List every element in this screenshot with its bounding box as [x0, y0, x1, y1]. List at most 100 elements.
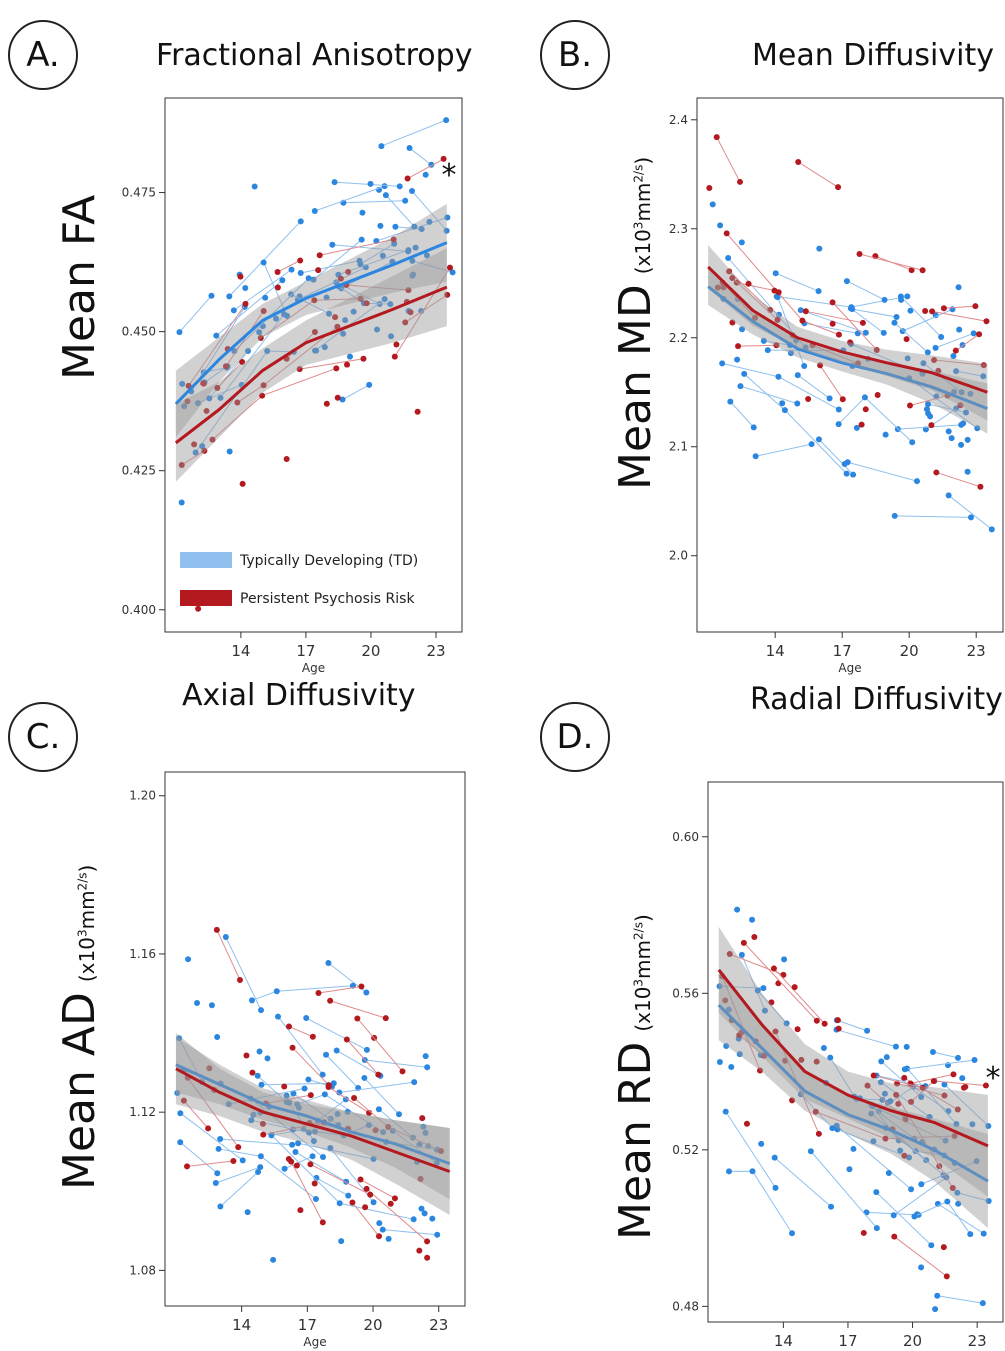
panel-d-data-point [716, 983, 723, 990]
panel-c-data-point [357, 1176, 364, 1183]
panel-b-fit-line-td [707, 285, 988, 410]
panel-d-data-point [929, 1048, 936, 1055]
panel-c-data-point [354, 1015, 361, 1022]
panel-a-data-point [405, 287, 412, 294]
panel-b-data-point [714, 284, 721, 291]
panel-c-subject-line [360, 1179, 396, 1199]
panel-b-data-point [928, 422, 935, 429]
panel-c-subject-line [284, 1155, 313, 1170]
panel-c-data-point [363, 1185, 370, 1192]
panel-d-data-point [908, 1098, 915, 1105]
panel-b-data-point [856, 250, 863, 257]
panel-b-ytick-label: 2.1 [669, 440, 688, 454]
panel-b-subject-line [729, 401, 755, 428]
panel-c-data-point [249, 1069, 256, 1076]
panel-c-subject-line [366, 1188, 428, 1242]
panel-c-data-point [281, 1165, 288, 1172]
panel-a-data-point [208, 292, 215, 299]
panel-b-ytick-label: 2.2 [669, 331, 688, 345]
panel-c-data-point [214, 1033, 221, 1040]
panel-c-data-point [194, 1000, 201, 1007]
panel-c-data-point [358, 983, 365, 990]
panel-c-data-point [230, 1158, 237, 1165]
panel-b-data-point [738, 239, 745, 246]
panel-b-data-point [736, 178, 743, 185]
panel-d-data-point [791, 984, 798, 991]
panel-c-data-point [367, 1191, 374, 1198]
panel-c-data-point [363, 1046, 370, 1053]
panel-b-data-point [904, 355, 911, 362]
panel-d-subject-line [893, 1176, 947, 1216]
panel-b-data-point [968, 514, 975, 521]
panel-b-data-point [734, 356, 741, 363]
panel-a-data-point [393, 341, 400, 348]
panel-b-data-point [853, 424, 860, 431]
panel-c-data-point [180, 1097, 187, 1104]
panel-c-data-point [250, 1111, 257, 1118]
panel-c-data-point [411, 1079, 418, 1086]
panel-a-data-point [323, 294, 330, 301]
panel-c-data-point [212, 1180, 219, 1187]
panel-b-subject-line [932, 310, 987, 322]
panel-b-data-point [980, 362, 987, 369]
panel-d-data-point [722, 1108, 729, 1115]
panel-a-ytick-label: 0.450 [122, 325, 156, 339]
panel-d-data-point [870, 1138, 877, 1145]
panel-a-data-point [274, 269, 281, 276]
panel-a-data-point [226, 448, 233, 455]
panel-d-data-point [738, 951, 745, 958]
panel-a-data-point [213, 332, 220, 339]
panel-b-data-point [802, 344, 809, 351]
panel-c-subject-line [265, 1094, 311, 1104]
panel-a-subject-line [409, 147, 432, 166]
panel-b-data-point [956, 326, 963, 333]
panel-c-subject-line [216, 929, 241, 981]
panel-c-data-point [285, 1023, 292, 1030]
panel-b-data-point [891, 512, 898, 519]
panel-d-xtick-label: 17 [838, 1332, 857, 1350]
panel-d-subject-line [859, 1097, 915, 1139]
panel-c-data-point [327, 1144, 334, 1151]
panel-c-ytick-label: 1.12 [129, 1105, 156, 1119]
panel-d-data-point [960, 1084, 967, 1091]
panel-b-xtick-label: 17 [833, 642, 852, 660]
panel-a-data-point [366, 381, 373, 388]
panel-a-data-point [237, 273, 244, 280]
panel-d-data-point [725, 1006, 732, 1013]
panel-b-data-point [938, 333, 945, 340]
panel-c-xtick-label: 23 [429, 1316, 448, 1334]
panel-c-data-point [307, 1092, 314, 1099]
panel-d-data-point [890, 1212, 897, 1219]
panel-a-data-point [260, 307, 267, 314]
panel-b-subject-line [852, 308, 897, 318]
panel-d-data-point [941, 1081, 948, 1088]
panel-c-data-point [336, 1089, 343, 1096]
panel-c-data-point [370, 1199, 377, 1206]
panel-a-data-point [346, 353, 353, 360]
panel-d-data-point [877, 1079, 884, 1086]
panel-c-data-point [270, 1256, 277, 1263]
panel-c-subject-line [325, 1054, 359, 1089]
panel-a-data-point [334, 323, 341, 330]
panel-b-data-point [794, 372, 801, 379]
panel-d-subject-line [721, 976, 761, 1071]
panel-d-data-point [971, 1056, 978, 1063]
panel-d-data-point [772, 1028, 779, 1035]
panel-c-data-point [214, 1170, 221, 1177]
panel-a-data-point [195, 605, 202, 612]
panel-a-data-point [357, 261, 364, 268]
panel-b-data-point [815, 436, 822, 443]
panel-d-data-point [863, 1209, 870, 1216]
panel-a-data-point [259, 392, 266, 399]
panel-c-data-point [336, 1200, 343, 1207]
panel-b-subject-line [812, 344, 859, 364]
panel-b-subject-line [755, 443, 812, 457]
panel-c-subject-line [277, 1016, 324, 1075]
panel-c-data-point [258, 1081, 265, 1088]
panel-b-ytick-label: 2.3 [669, 222, 688, 236]
panel-c-data-point [311, 1180, 318, 1187]
panel-b-subject-line [805, 310, 864, 324]
panel-a-data-point [404, 175, 411, 182]
panel-a-data-point [315, 267, 322, 274]
panel-d-data-point [985, 1197, 992, 1204]
